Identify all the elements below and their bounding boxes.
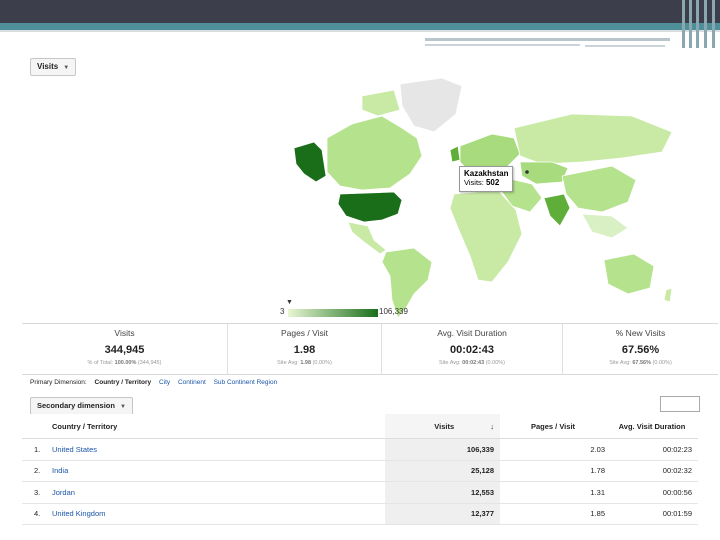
row-avg-duration: 00:02:23 bbox=[611, 438, 698, 461]
world-map[interactable] bbox=[22, 76, 702, 326]
table-header-row: Country / Territory Visits ↓ Pages / Vis… bbox=[22, 414, 698, 439]
primary-dimension-current: Country / Territory bbox=[94, 379, 152, 386]
legend-gradient bbox=[288, 309, 378, 317]
divider bbox=[585, 45, 665, 47]
divider bbox=[425, 44, 580, 46]
slide-header-bar bbox=[0, 0, 720, 23]
scorecard-value: 344,945 bbox=[104, 344, 145, 356]
col-header-visits[interactable]: Visits ↓ bbox=[385, 414, 500, 439]
row-pages-visit: 1.85 bbox=[500, 503, 611, 525]
dimension-link-continent[interactable]: Continent bbox=[177, 379, 206, 386]
map-region-canada bbox=[326, 115, 423, 191]
caret-down-icon: ▼ bbox=[119, 404, 126, 410]
map-region-kazakhstan bbox=[519, 161, 569, 185]
map-region-africa bbox=[449, 189, 523, 283]
col-header-pages-visit[interactable]: Pages / Visit bbox=[500, 414, 611, 439]
scorecard-value: 1.98 bbox=[293, 344, 316, 356]
arrow-down-icon[interactable]: ↓ bbox=[490, 421, 494, 431]
row-country-link[interactable]: Jordan bbox=[51, 481, 385, 504]
map-region-se-asia bbox=[581, 213, 629, 239]
row-country-link[interactable]: United States bbox=[51, 438, 385, 461]
scorecard-sub: % of Total: 100.00% (344,945) bbox=[87, 360, 162, 366]
scorecard-sub: Site Avg: 00:02:43 (0.00%) bbox=[439, 360, 505, 366]
divider bbox=[0, 30, 720, 32]
table-row: 3. Jordan 12,553 1.31 00:00:56 bbox=[22, 481, 698, 504]
table-search-input[interactable] bbox=[660, 396, 700, 412]
scorecard-sub: Site Avg: 1.98 (0.00%) bbox=[277, 360, 332, 366]
primary-dimension-bar: Primary Dimension: Country / Territory C… bbox=[30, 379, 283, 386]
data-table: Country / Territory Visits ↓ Pages / Vis… bbox=[22, 414, 698, 525]
row-pages-visit: 1.78 bbox=[500, 460, 611, 482]
scorecard-label: % New Visits bbox=[615, 328, 666, 338]
row-pages-visit: 1.31 bbox=[500, 481, 611, 504]
row-avg-duration: 00:00:56 bbox=[611, 481, 698, 504]
scorecard-label: Pages / Visit bbox=[280, 328, 329, 338]
scorecard-value: 67.56% bbox=[621, 344, 660, 356]
scorecard-sub: Site Avg: 67.56% (0.00%) bbox=[609, 360, 672, 366]
slide-accent-bar bbox=[0, 23, 720, 30]
legend-max: 106,339 bbox=[379, 307, 408, 316]
primary-dimension-label: Primary Dimension: bbox=[30, 379, 87, 386]
row-avg-duration: 00:01:59 bbox=[611, 503, 698, 525]
row-visits: 106,339 bbox=[385, 438, 500, 461]
row-country-link[interactable]: United Kingdom bbox=[51, 503, 385, 525]
col-header-country[interactable]: Country / Territory bbox=[51, 414, 385, 439]
scorecard-value: 00:02:43 bbox=[449, 344, 495, 356]
table-row: 4. United Kingdom 12,377 1.85 00:01:59 bbox=[22, 503, 698, 525]
divider bbox=[425, 38, 670, 41]
scorecard-label: Avg. Visit Duration bbox=[437, 328, 507, 338]
map-region-canada-islands bbox=[361, 89, 401, 117]
legend-min: 3 bbox=[280, 307, 285, 316]
scorecard-row: Visits 344,945 % of Total: 100.00% (344,… bbox=[22, 323, 718, 375]
map-region-south-america bbox=[381, 247, 433, 319]
col-header-visits-label: Visits bbox=[434, 421, 455, 431]
row-index: 2. bbox=[22, 460, 51, 482]
scorecard-new-visits[interactable]: % New Visits 67.56% Site Avg: 67.56% (0.… bbox=[563, 324, 718, 374]
scorecard-avg-duration[interactable]: Avg. Visit Duration 00:02:43 Site Avg: 0… bbox=[382, 324, 563, 374]
row-visits: 12,553 bbox=[385, 481, 500, 504]
row-avg-duration: 00:02:32 bbox=[611, 460, 698, 482]
map-region-alaska bbox=[293, 141, 327, 183]
row-index: 1. bbox=[22, 438, 51, 461]
map-region-new-zealand bbox=[663, 287, 673, 303]
tooltip-visits-label: Visits: bbox=[464, 178, 484, 187]
row-visits: 25,128 bbox=[385, 460, 500, 482]
scorecard-visits[interactable]: Visits 344,945 % of Total: 100.00% (344,… bbox=[22, 324, 228, 374]
row-index: 4. bbox=[22, 503, 51, 525]
map-region-usa bbox=[337, 191, 403, 223]
row-index: 3. bbox=[22, 481, 51, 504]
metric-dropdown[interactable]: Visits ▼ bbox=[30, 58, 77, 76]
row-country-link[interactable]: India bbox=[51, 460, 385, 482]
map-region-china bbox=[561, 165, 637, 213]
table-row: 1. United States 106,339 2.03 00:02:23 bbox=[22, 438, 698, 461]
dimension-link-sub-continent[interactable]: Sub Continent Region bbox=[213, 379, 278, 386]
decorative-stripes bbox=[680, 0, 720, 48]
scorecard-label: Visits bbox=[114, 328, 135, 338]
map-region-australia bbox=[603, 253, 655, 295]
tooltip-visits-value: 502 bbox=[485, 178, 500, 187]
col-header-avg-duration[interactable]: Avg. Visit Duration bbox=[611, 414, 698, 439]
tooltip-country: Kazakhstan bbox=[464, 169, 509, 178]
secondary-dimension-label: Secondary dimension bbox=[37, 401, 115, 410]
caret-down-icon: ▼ bbox=[63, 65, 70, 71]
map-region-russia bbox=[513, 113, 673, 165]
scorecard-pages-visit[interactable]: Pages / Visit 1.98 Site Avg: 1.98 (0.00%… bbox=[228, 324, 382, 374]
map-tooltip: Kazakhstan Visits: 502 bbox=[459, 166, 513, 192]
map-region-mexico bbox=[347, 221, 387, 255]
map-region-india bbox=[543, 193, 571, 227]
dimension-link-city[interactable]: City bbox=[158, 379, 171, 386]
metric-dropdown-label: Visits bbox=[37, 62, 59, 71]
table-row: 2. India 25,128 1.78 00:02:32 bbox=[22, 460, 698, 482]
row-visits: 12,377 bbox=[385, 503, 500, 525]
legend-marker-icon: ▼ bbox=[286, 299, 293, 306]
map-region-uk bbox=[449, 145, 461, 163]
map-region-greenland bbox=[399, 77, 463, 133]
row-pages-visit: 2.03 bbox=[500, 438, 611, 461]
secondary-dimension-dropdown[interactable]: Secondary dimension ▼ bbox=[30, 397, 133, 415]
map-hover-marker bbox=[525, 170, 529, 174]
